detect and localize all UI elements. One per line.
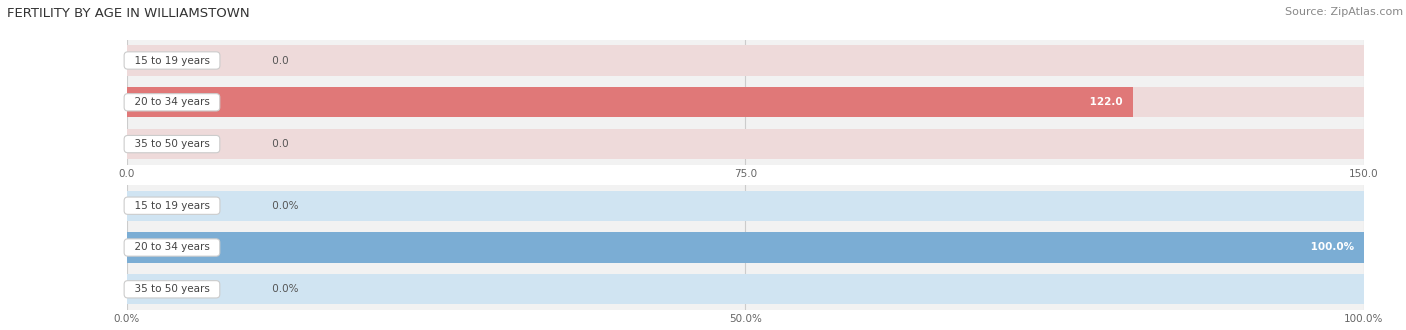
Text: 35 to 50 years: 35 to 50 years [128, 284, 217, 294]
Text: 20 to 34 years: 20 to 34 years [128, 97, 217, 107]
Text: 20 to 34 years: 20 to 34 years [128, 243, 217, 252]
Text: 0.0: 0.0 [269, 139, 288, 149]
Bar [127, 232, 1364, 263]
Bar [127, 87, 1133, 117]
Text: 0.0: 0.0 [269, 55, 288, 65]
Text: 15 to 19 years: 15 to 19 years [128, 201, 217, 211]
Text: 122.0: 122.0 [1087, 97, 1123, 107]
Bar [127, 232, 1364, 263]
Bar [127, 274, 1364, 304]
Bar [127, 87, 1364, 117]
Text: 15 to 19 years: 15 to 19 years [128, 55, 217, 65]
Text: 0.0%: 0.0% [269, 201, 298, 211]
Text: 100.0%: 100.0% [1306, 243, 1354, 252]
Text: 0.0%: 0.0% [269, 284, 298, 294]
Text: FERTILITY BY AGE IN WILLIAMSTOWN: FERTILITY BY AGE IN WILLIAMSTOWN [7, 7, 250, 19]
Text: 35 to 50 years: 35 to 50 years [128, 139, 217, 149]
Bar [127, 191, 1364, 221]
Text: Source: ZipAtlas.com: Source: ZipAtlas.com [1285, 7, 1403, 16]
Bar [127, 46, 1364, 76]
Bar [127, 129, 1364, 159]
